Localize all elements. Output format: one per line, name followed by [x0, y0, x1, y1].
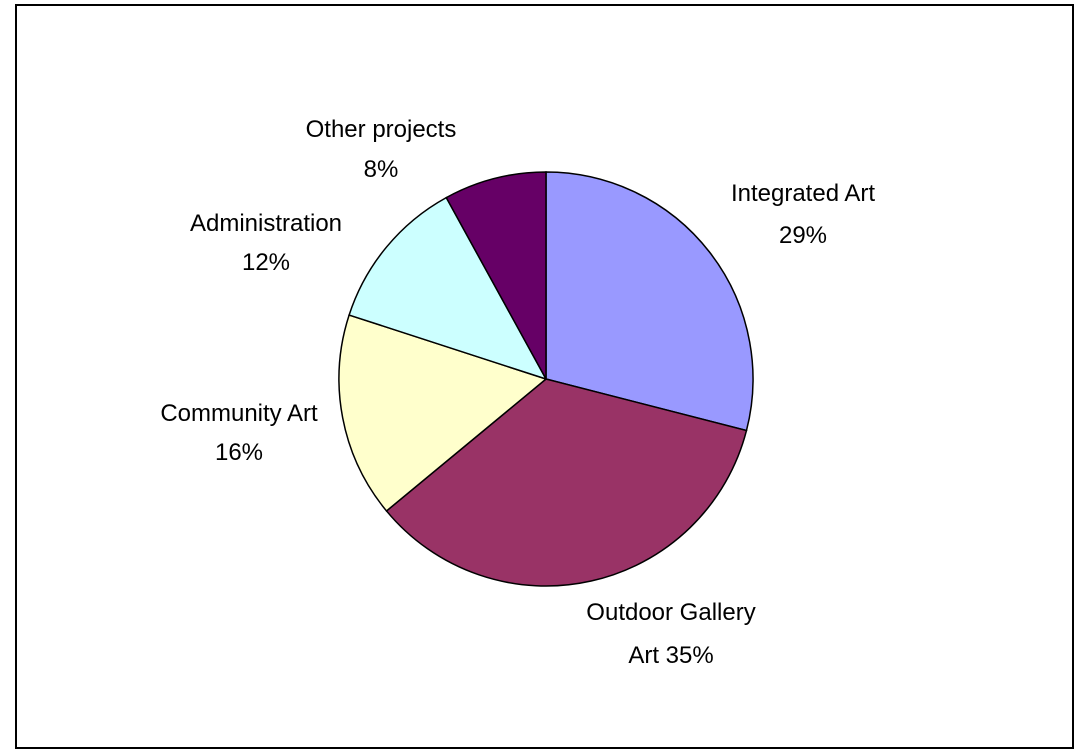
pie-slice-other-projects — [445, 171, 547, 380]
slice-label-outdoor-gallery: Outdoor Gallery — [586, 599, 755, 626]
slice-percent-administration: 12% — [242, 249, 290, 276]
slice-label-other-projects: Other projects — [306, 116, 457, 143]
slice-label-community-art: Community Art — [160, 400, 318, 427]
slice-label-integrated-art: Integrated Art — [731, 180, 875, 207]
slice-percent-integrated-art: 29% — [779, 222, 827, 249]
pie-slice-integrated-art — [545, 171, 754, 432]
pie-slice-outdoor-gallery — [385, 378, 748, 587]
slice-label-administration: Administration — [190, 210, 342, 237]
slice-percent-community-art: 16% — [215, 439, 263, 466]
pie-slice-community-art — [338, 314, 548, 513]
pie-slice-administration — [348, 196, 548, 381]
pie-slices — [338, 171, 754, 587]
slice-labels: Integrated Art 29% Outdoor Gallery Art 35% C… — [160, 116, 875, 669]
slice-percent-outdoor-gallery: Art 35% — [628, 642, 713, 669]
slice-percent-other-projects: 8% — [364, 156, 399, 183]
